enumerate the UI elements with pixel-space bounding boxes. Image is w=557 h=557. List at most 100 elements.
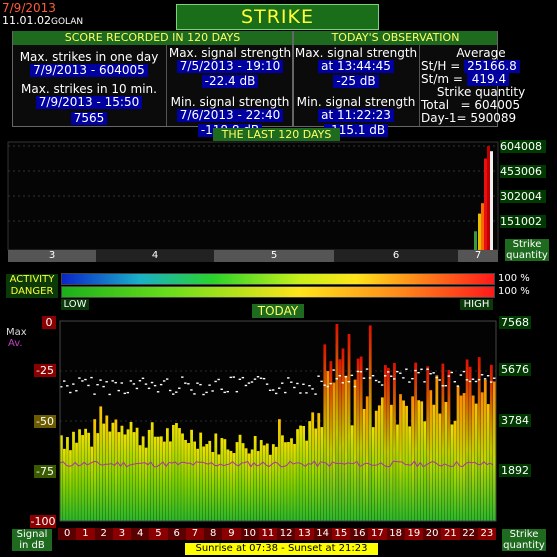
today-bar <box>78 429 81 521</box>
left-tick: -100 <box>30 515 56 528</box>
max-marker <box>417 372 420 374</box>
hour-label: 3 <box>112 528 131 540</box>
max-marker <box>102 385 105 388</box>
max-marker <box>271 389 275 391</box>
today-bar <box>90 446 94 521</box>
today-panel-heading: TODAY'S OBSERVATION <box>294 31 497 45</box>
today-bar <box>199 432 203 521</box>
today-bar <box>60 435 63 521</box>
today-bar <box>374 410 378 521</box>
hour-label: 5 <box>149 528 168 540</box>
max-marker <box>108 393 111 396</box>
today-bar <box>223 439 227 521</box>
max-marker <box>138 380 142 382</box>
max-marker <box>141 377 145 380</box>
today-bar <box>120 425 124 521</box>
max-marker <box>320 380 323 383</box>
max-signal-value: -22.4 dB <box>201 75 259 88</box>
today-bar <box>365 396 369 521</box>
hour-axis: 0 1 2 3 4 5 6 7 8 9 10 11 12 13 14 15 16 17 18 19 20 21 22 23 <box>58 528 496 540</box>
today-bar <box>99 406 103 521</box>
max-marker <box>90 376 93 379</box>
average-label: Average <box>456 46 506 60</box>
max-marker <box>302 383 305 385</box>
prev-value: 590089 <box>470 111 517 125</box>
today-bar <box>320 427 324 521</box>
today-bar <box>169 441 172 521</box>
max-marker <box>196 382 199 384</box>
max-marker <box>380 384 384 386</box>
today-bar <box>268 454 272 521</box>
max-marker <box>193 393 196 395</box>
today-bar <box>220 438 224 521</box>
max-marker <box>480 374 484 376</box>
max-marker <box>274 392 278 395</box>
max-marker <box>93 393 96 395</box>
max-marker <box>217 378 220 381</box>
max-marker <box>75 390 78 392</box>
max-marker <box>423 381 426 383</box>
max-marker <box>178 387 181 389</box>
today-bar <box>187 442 190 521</box>
max-marker <box>265 383 269 385</box>
max-10min-label: Max. strikes in 10 min. <box>21 82 157 96</box>
today-bar <box>63 448 66 521</box>
today-bar <box>323 344 327 521</box>
today-max-signal-value: -25 dB <box>333 75 379 88</box>
max-marker <box>214 380 217 383</box>
max-marker <box>377 381 381 383</box>
sun-times: Sunrise at 07:38 - Sunset at 21:23 <box>185 543 378 555</box>
today-bar <box>483 379 487 521</box>
today-bar <box>69 450 72 521</box>
max-marker <box>220 388 223 390</box>
today-bar <box>423 421 427 521</box>
max-marker <box>153 384 157 387</box>
current-time: 11.01.02 <box>2 14 51 27</box>
max-marker <box>293 386 296 389</box>
hour-label: 4 <box>131 528 150 540</box>
max-marker <box>205 391 208 394</box>
today-bar <box>480 392 484 521</box>
today-bar <box>181 433 184 521</box>
today-bar <box>468 366 472 521</box>
today-bar <box>138 445 142 521</box>
today-bar <box>162 441 166 521</box>
panel-divider <box>166 45 167 126</box>
today-bar <box>214 433 218 521</box>
max-signal-label: Max. signal strength <box>168 46 292 60</box>
today-bar <box>274 446 278 521</box>
today-bar <box>474 403 478 521</box>
hour-label: 12 <box>277 528 296 540</box>
min-signal-date: 7/6/2013 - 22:40 <box>176 109 284 122</box>
max-10min-date: 7/9/2013 - 15:50 <box>35 96 143 109</box>
max-marker <box>287 377 290 379</box>
hour-label: 8 <box>204 528 223 540</box>
max-marker <box>350 374 354 377</box>
today-bar <box>284 442 287 521</box>
hour-label: 15 <box>331 528 350 540</box>
legend-average: Av. <box>8 338 23 349</box>
today-bar <box>353 379 357 521</box>
today-bar <box>492 381 496 521</box>
today-bar <box>208 440 212 521</box>
max-marker <box>84 378 87 381</box>
today-bar <box>238 434 242 521</box>
max-marker <box>489 381 493 383</box>
today-bar <box>305 440 309 521</box>
today-bar <box>265 443 269 521</box>
max-marker <box>72 383 75 385</box>
today-bar <box>408 426 411 521</box>
max-marker <box>247 382 251 384</box>
max-marker <box>405 368 408 370</box>
today-bar <box>329 361 333 521</box>
today-max-signal-label: Max. signal strength <box>294 46 418 60</box>
low-label: LOW <box>61 299 89 310</box>
right-axis-title: Strike quantity <box>502 529 546 551</box>
hour-label: 10 <box>240 528 259 540</box>
last120-bar <box>484 158 487 250</box>
today-bar <box>411 396 415 521</box>
today-bar <box>290 438 293 521</box>
max-marker <box>81 380 84 382</box>
hour-label: 21 <box>441 528 460 540</box>
